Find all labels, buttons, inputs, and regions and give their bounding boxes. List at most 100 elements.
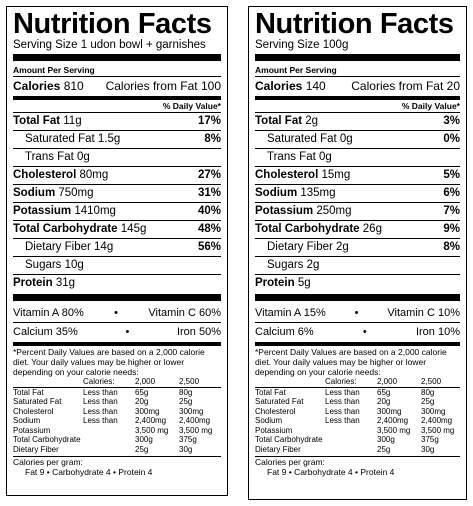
nutrient-row: Sugars 2g — [255, 256, 460, 274]
nutrient-label: Cholesterol — [255, 169, 319, 181]
divider-medium — [13, 96, 221, 100]
vitamin-value: 60% — [198, 307, 221, 319]
vitamin-value: 10% — [437, 307, 460, 319]
nutrient-left: Potassium 1410mg — [13, 203, 116, 220]
bullet: • — [114, 307, 119, 319]
dv-table-header-cell: Calories: — [325, 377, 357, 386]
nutrient-label: Total Fat — [13, 115, 61, 127]
calories-fat-label: Calories from Fat — [351, 79, 444, 93]
divider-thin — [255, 456, 460, 457]
nutrient-label: Sodium — [255, 187, 298, 199]
nutrient-left: Sugars 2g — [267, 257, 319, 274]
nutrient-row: Cholesterol 80mg 27% — [13, 166, 221, 184]
nutrient-label: Cholesterol — [13, 169, 77, 181]
vitamin-name: Vitamin C — [148, 307, 196, 319]
nutrient-label: Sugars — [25, 259, 62, 271]
calories-per-gram-label: Calories per gram: — [13, 457, 83, 467]
dv-table-nutrient: Total Carbohydrate — [255, 435, 323, 444]
nutrient-row: Sodium 750mg 31% — [13, 184, 221, 202]
nutrient-amount: 2g — [306, 259, 320, 271]
dv-table-2500: 3,500 mg — [179, 425, 213, 435]
dv-table-nutrient: Potassium — [13, 425, 51, 435]
dv-table-2500: 375g — [421, 435, 439, 444]
dv-table-comparison: Less than — [325, 406, 360, 416]
serving-size: Serving Size 100g — [255, 39, 349, 51]
vitamin-value: 50% — [198, 326, 221, 338]
nutrition-label-100g: Nutrition Facts Serving Size 100g Amount P… — [248, 6, 467, 500]
nutrient-amount: 1.5g — [97, 133, 121, 145]
nutrient-percent: 48% — [197, 223, 221, 235]
dv-table-row: Sodium Less than 2,400mg 2,400mg — [255, 416, 460, 426]
dv-table-2500: 300mg — [421, 406, 446, 416]
dv-table-2000: 300mg — [135, 406, 160, 416]
vitamin-right: Vitamin C 60% — [148, 304, 221, 322]
dv-table-2000: 300g — [135, 435, 153, 444]
nutrient-row: Potassium 250mg 7% — [255, 202, 460, 220]
daily-value-header: % Daily Value* — [255, 101, 460, 112]
vitamin-left: Vitamin A 80% — [13, 304, 84, 322]
nutrient-percent: 27% — [197, 169, 221, 181]
nutrient-label: Protein — [13, 277, 53, 289]
dv-table-header-cell — [13, 377, 83, 387]
vitamin-name: Calcium — [255, 326, 295, 338]
nutrient-amount: 10g — [64, 259, 84, 271]
footnote-text: *Percent Daily Values are based on a 2,0… — [255, 347, 447, 377]
calories-per-gram-label: Calories per gram: — [255, 457, 325, 467]
nutrient-left: Total Carbohydrate 145g — [13, 221, 146, 238]
vitamin-value: 80% — [61, 307, 84, 319]
nutrient-row: Total Carbohydrate 145g 48% — [13, 220, 221, 238]
nutrition-label-udon: Nutrition Facts Serving Size 1 udon bowl … — [6, 6, 228, 496]
nutrient-row: Sugars 10g — [13, 256, 221, 274]
calories-per-gram: Calories per gram: Fat 9 • Carbohydrate 4… — [255, 457, 460, 477]
nutrient-left: Dietary Fiber 2g — [267, 239, 349, 256]
calories-left: Calories 140 — [255, 77, 326, 95]
dv-table-nutrient: Potassium — [255, 425, 293, 435]
dv-table-2000: 2,400mg — [135, 416, 167, 425]
dv-table-2500: 300mg — [179, 406, 204, 416]
nutrient-amount: 1410mg — [74, 205, 116, 217]
footnote: *Percent Daily Values are based on a 2,0… — [255, 347, 460, 377]
calories-left: Calories 810 — [13, 77, 84, 95]
dv-table-header-cell: Calories: — [83, 377, 115, 386]
dv-table-nutrient: Sodium — [13, 416, 41, 425]
nutrient-percent: 40% — [197, 205, 221, 217]
vitamin-value: 10% — [437, 326, 460, 338]
nutrient-row: Trans Fat 0g — [255, 148, 460, 166]
dv-table-header: Calories: 2,000 2,500 — [255, 377, 460, 387]
dv-table-header: Calories: 2,000 2,500 — [13, 377, 221, 387]
vitamin-name: Vitamin A — [255, 307, 301, 319]
daily-values-table: Calories: 2,000 2,500 Total Fat Less than 65g… — [13, 377, 221, 454]
amount-per-serving: Amount Per Serving — [13, 65, 95, 75]
dv-table-nutrient: Total Carbohydrate — [13, 435, 81, 444]
dv-table-nutrient: Total Fat — [13, 387, 44, 397]
nutrient-label: Trans Fat — [25, 151, 74, 163]
nutrient-label: Saturated Fat — [267, 133, 337, 145]
calories-label: Calories — [13, 79, 61, 93]
daily-value-header-text: % Daily Value* — [401, 101, 460, 111]
nutrient-percent: 17% — [197, 115, 221, 127]
nutrient-label: Protein — [255, 277, 295, 289]
nutrient-amount: 0g — [339, 133, 353, 145]
dv-table-2500: 2,400mg — [421, 416, 453, 425]
dv-table-2500: 30g — [421, 444, 435, 454]
nutrient-amount: 145g — [120, 223, 147, 235]
nutrient-left: Cholesterol 15mg — [255, 167, 350, 184]
dv-table-comparison — [83, 445, 135, 455]
nutrient-label: Potassium — [255, 205, 314, 217]
dv-table-row: Potassium 3,500 mg 3,500 mg — [13, 426, 221, 436]
bullet: • — [354, 307, 359, 319]
dv-table-2500: 80g — [179, 387, 193, 397]
dv-table-2500: 2,400mg — [179, 416, 211, 425]
nutrient-percent: 5% — [443, 169, 460, 181]
nutrient-left: Protein 31g — [13, 275, 75, 292]
dv-table-header-cell: 2,000 — [135, 377, 156, 386]
calories-row: Calories 140 Calories from Fat 20 — [255, 76, 460, 95]
vitamin-right: Iron 50% — [177, 323, 221, 341]
nutrient-left: Total Fat 2g — [255, 113, 318, 130]
label-title: Nutrition Facts — [13, 8, 212, 40]
dv-table-2000: 3,500 mg — [135, 425, 169, 435]
nutrient-percent: 56% — [197, 241, 221, 253]
dv-table-comparison: Less than — [325, 387, 360, 397]
nutrient-percent: 31% — [197, 187, 221, 199]
dv-table-2000: 65g — [135, 387, 149, 397]
